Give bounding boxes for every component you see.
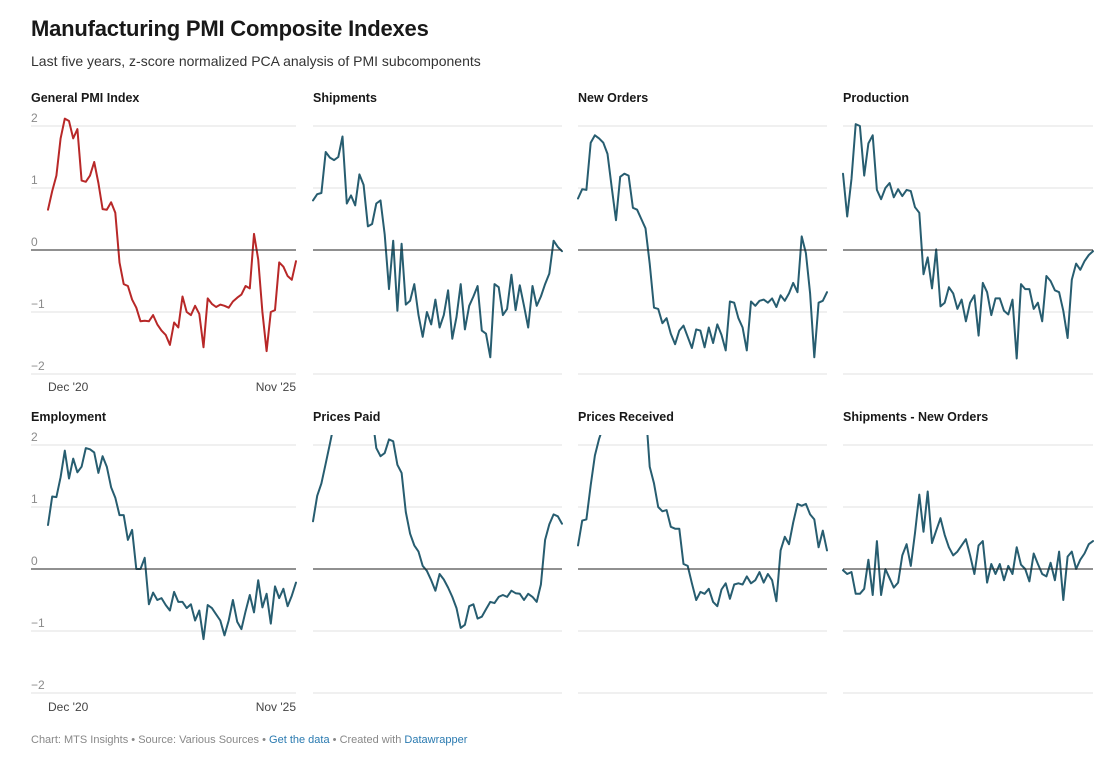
y-tick-label: 0 bbox=[31, 235, 38, 249]
y-tick-label: 1 bbox=[31, 173, 38, 187]
footer-separator: • bbox=[262, 734, 266, 746]
footer-created-with: Created with bbox=[339, 734, 402, 746]
x-tick-label-start: Dec '20 bbox=[48, 380, 89, 394]
panel-shipments-new-orders: Shipments - New Orders bbox=[842, 410, 1094, 694]
x-tick-label-end: Nov '25 bbox=[256, 700, 297, 714]
footer-source: Source: Various Sources bbox=[138, 734, 260, 746]
footer-chart-by: Chart: MTS Insights bbox=[31, 734, 129, 746]
panel-title: Production bbox=[843, 91, 909, 105]
panel-title: New Orders bbox=[578, 91, 648, 105]
panel-title: Shipments bbox=[313, 91, 377, 105]
chart-title: Manufacturing PMI Composite Indexes bbox=[31, 16, 429, 41]
series-line bbox=[312, 435, 563, 629]
panel-shipments: Shipments bbox=[312, 91, 563, 375]
y-tick-label: −2 bbox=[31, 359, 45, 373]
y-tick-label: −1 bbox=[31, 297, 45, 311]
y-tick-label: 2 bbox=[31, 430, 38, 444]
footer-separator: • bbox=[131, 734, 136, 746]
panel-title: Prices Paid bbox=[313, 410, 380, 424]
y-tick-label: 1 bbox=[31, 492, 38, 506]
y-tick-label: −2 bbox=[31, 678, 45, 692]
footer-separator: • bbox=[332, 734, 337, 746]
chart-footer: Chart: MTS Insights • Source: Various So… bbox=[31, 734, 467, 746]
panel-title: General PMI Index bbox=[31, 91, 139, 105]
series-line bbox=[47, 447, 297, 641]
get-the-data-link[interactable]: Get the data bbox=[269, 734, 330, 746]
y-tick-label: 2 bbox=[31, 111, 38, 125]
panel-prices-received: Prices Received bbox=[577, 410, 828, 694]
x-tick-label-end: Nov '25 bbox=[256, 380, 297, 394]
datawrapper-link[interactable]: Datawrapper bbox=[404, 734, 468, 746]
panel-prices-paid: Prices Paid bbox=[312, 410, 563, 694]
series-line bbox=[312, 135, 563, 359]
panel-title: Shipments - New Orders bbox=[843, 410, 988, 424]
series-line bbox=[577, 435, 828, 608]
series-line bbox=[47, 117, 297, 353]
chart-subtitle: Last five years, z-score normalized PCA … bbox=[31, 53, 481, 69]
panel-production: Production bbox=[842, 91, 1094, 375]
panel-title: Employment bbox=[31, 410, 107, 424]
panel-title: Prices Received bbox=[578, 410, 674, 424]
series-line bbox=[577, 134, 828, 359]
panel-new-orders: New Orders bbox=[577, 91, 828, 375]
y-tick-label: 0 bbox=[31, 554, 38, 568]
y-tick-label: −1 bbox=[31, 616, 45, 630]
x-tick-label-start: Dec '20 bbox=[48, 700, 89, 714]
series-line bbox=[842, 490, 1094, 601]
series-line bbox=[842, 123, 1094, 360]
